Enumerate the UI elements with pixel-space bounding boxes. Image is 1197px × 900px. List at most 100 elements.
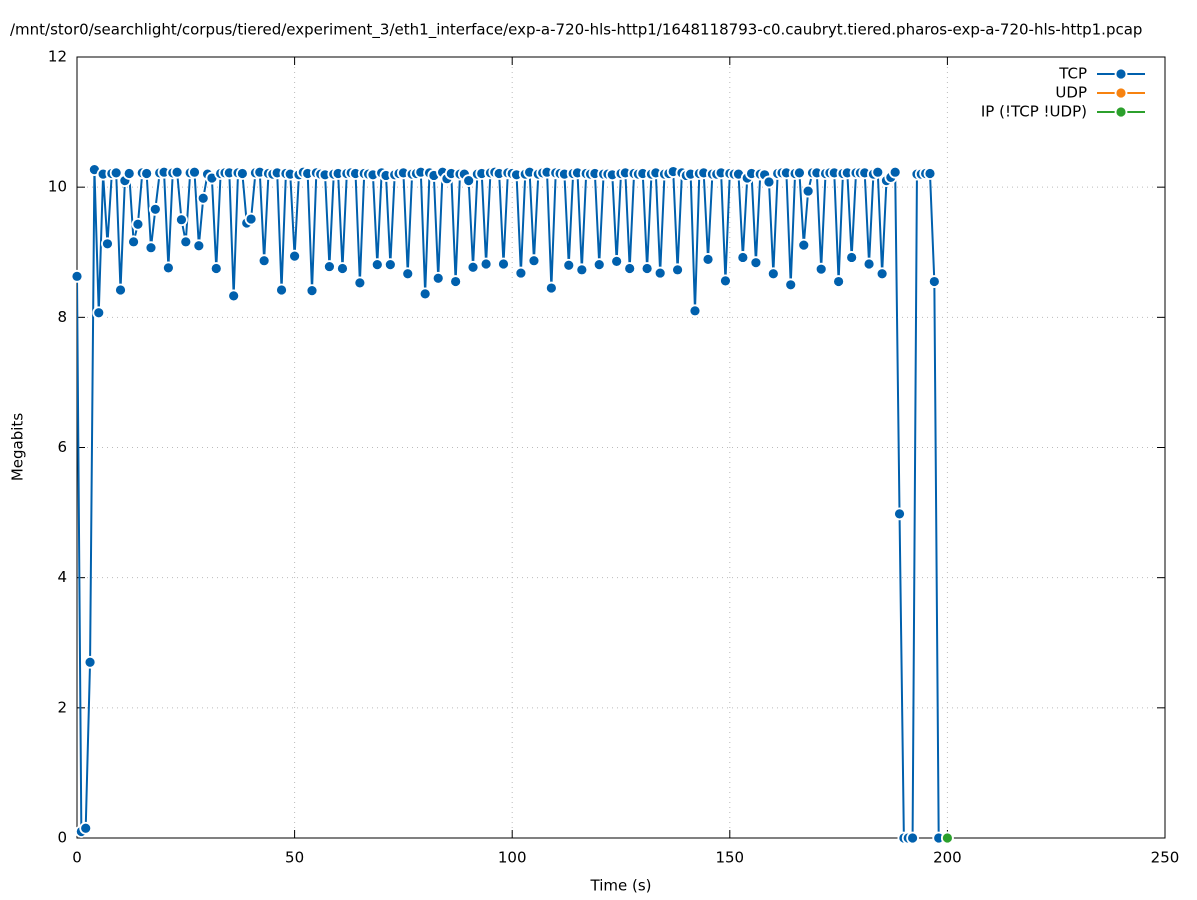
y-axis-label: Megabits [9,413,27,481]
data-point [497,257,510,271]
data-point [719,274,732,288]
data-point [161,261,175,275]
data-point [906,831,919,845]
data-point [131,217,145,231]
data-point [336,262,349,275]
data-point [688,304,702,318]
data-point [653,266,667,280]
legend-marker [1114,67,1128,81]
x-tick-label: 150 [715,849,744,867]
data-point [127,235,140,249]
data-point [170,165,184,179]
data-point [122,167,136,180]
data-point [305,284,319,298]
data-point [383,258,397,272]
data-point [148,202,162,216]
y-tick-label: 6 [57,438,67,456]
data-point [527,254,541,268]
data-point [370,258,384,272]
x-tick-label: 0 [72,849,82,867]
data-point [401,267,415,281]
data-point [79,821,93,835]
legend-label: TCP [1058,65,1087,83]
plot-border [76,56,1166,839]
data-point [109,166,123,180]
data-point [575,263,589,277]
data-point [275,283,288,297]
data-point [244,212,258,226]
chart-title: /mnt/stor0/searchlight/corpus/tiered/exp… [10,21,1142,40]
data-point [323,260,336,273]
data-point [927,275,941,288]
data-point [762,175,776,189]
x-tick-label: 50 [285,849,304,867]
data-point [814,262,828,276]
data-point [941,831,954,845]
data-point [832,275,845,288]
data-point [749,256,763,270]
data-point [766,267,780,281]
data-point [431,271,445,285]
data-point [101,237,114,251]
data-point [640,262,654,275]
data-point [188,165,201,179]
plot-area [70,163,954,845]
data-point [70,269,84,283]
data-point [179,235,193,249]
data-point [671,263,684,277]
y-tick-label: 8 [57,308,67,326]
y-tick-label: 0 [57,829,67,847]
data-point [449,275,463,288]
data-point [562,258,576,272]
legend-marker [1114,86,1128,100]
data-point [192,239,206,253]
data-point [845,251,859,264]
data-point [701,253,715,266]
y-tick-label: 2 [57,698,67,716]
data-point [196,191,210,205]
legend-marker [1114,105,1128,119]
x-tick-label: 200 [933,849,962,867]
legend-label: IP (!TCP !UDP) [981,103,1087,121]
data-point [92,306,106,320]
data-point [466,260,480,274]
data-point [862,257,876,271]
data-point [784,278,798,292]
data-point [610,254,624,268]
data-point [514,266,528,280]
data-point [144,241,158,255]
data-point [544,281,558,295]
data-point [418,287,432,301]
x-tick-label: 250 [1151,849,1180,867]
data-point [353,276,367,290]
data-point [797,238,811,252]
data-point [288,249,302,263]
y-tick-label: 4 [57,568,67,586]
legend-label: UDP [1055,84,1087,102]
data-point [479,257,493,271]
data-point [83,655,97,669]
data-point [175,213,188,227]
data-point [801,184,815,198]
data-point [923,167,937,180]
data-point [227,289,241,303]
data-point [875,267,889,281]
data-point [592,258,606,272]
data-point [793,166,806,180]
data-point [257,254,271,268]
data-point [736,251,750,264]
x-axis-label: Time (s) [590,877,652,895]
data-point [462,174,476,188]
data-point [871,165,885,179]
x-tick-label: 100 [498,849,527,867]
y-tick-label: 10 [48,178,67,196]
data-point [893,507,906,521]
data-point [623,262,637,275]
data-point [888,165,902,179]
data-point [235,167,249,180]
data-point [140,167,154,180]
y-tick-label: 12 [48,48,67,66]
data-point [209,262,223,275]
